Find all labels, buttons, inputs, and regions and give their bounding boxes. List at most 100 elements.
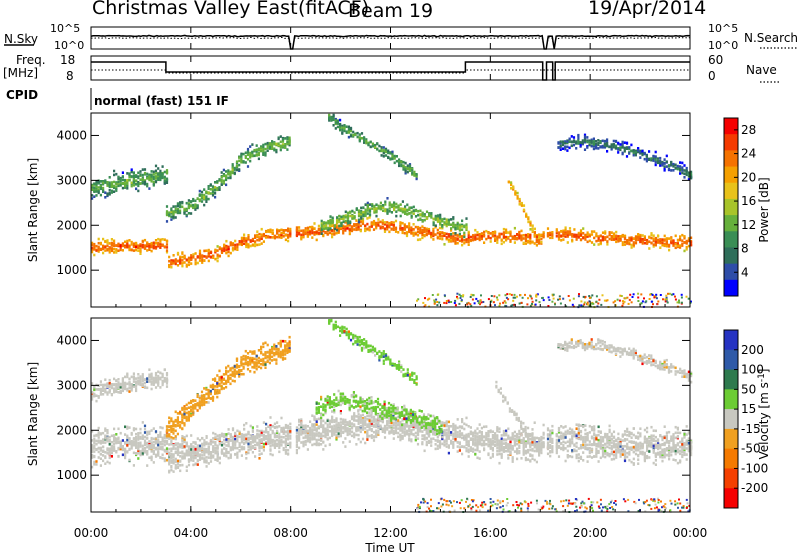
heatmap-cell bbox=[271, 444, 274, 447]
heatmap-cell bbox=[476, 233, 479, 237]
heatmap-cell bbox=[362, 210, 365, 214]
heatmap-cell bbox=[509, 230, 512, 234]
heatmap-cell bbox=[425, 229, 428, 232]
heatmap-cell bbox=[225, 183, 228, 187]
heatmap-cell bbox=[377, 417, 380, 421]
heatmap-cell bbox=[344, 228, 347, 231]
heatmap-cell bbox=[295, 451, 298, 455]
heatmap-cell bbox=[260, 146, 263, 150]
heatmap-cell bbox=[139, 173, 142, 176]
heatmap-cell bbox=[238, 435, 241, 439]
heatmap-cell bbox=[626, 239, 629, 242]
heatmap-cell bbox=[408, 224, 411, 228]
heatmap-cell bbox=[403, 227, 406, 231]
heatmap-cell bbox=[289, 428, 292, 431]
heatmap-cell bbox=[306, 429, 309, 433]
heatmap-cell bbox=[524, 242, 527, 245]
heatmap-cell bbox=[135, 443, 138, 446]
heatmap-cell bbox=[403, 424, 406, 427]
heatmap-cell bbox=[383, 221, 387, 224]
heatmap-cell bbox=[128, 239, 131, 242]
heatmap-cell bbox=[247, 432, 250, 436]
heatmap-cell bbox=[592, 137, 595, 141]
heatmap-cell bbox=[137, 249, 140, 252]
heatmap-cell bbox=[128, 442, 131, 446]
heatmap-cell bbox=[207, 185, 210, 188]
heatmap-cell bbox=[216, 438, 219, 441]
heatmap-cell bbox=[357, 214, 361, 218]
heatmap-cell bbox=[225, 452, 228, 455]
heatmap-cell bbox=[359, 421, 362, 424]
heatmap-cell bbox=[417, 209, 420, 213]
heatmap-cell bbox=[99, 439, 102, 443]
heatmap-cell bbox=[516, 237, 519, 240]
heatmap-cell bbox=[313, 432, 316, 435]
heatmap-cell bbox=[393, 161, 396, 165]
heatmap-cell bbox=[91, 248, 94, 251]
heatmap-cell bbox=[273, 422, 276, 426]
heatmap-cell bbox=[203, 460, 206, 464]
heatmap-cell bbox=[216, 180, 219, 183]
heatmap-cell bbox=[220, 171, 223, 174]
heatmap-cell bbox=[399, 226, 402, 230]
heatmap-cell bbox=[229, 446, 232, 449]
noise-tick-top-right: 10^5 bbox=[708, 22, 738, 35]
heatmap-cell bbox=[257, 157, 260, 161]
heatmap-cell bbox=[579, 233, 583, 236]
heatmap-cell bbox=[661, 162, 664, 165]
heatmap-cell bbox=[203, 450, 206, 453]
heatmap-cell bbox=[338, 215, 341, 218]
heatmap-cell bbox=[205, 441, 208, 444]
heatmap-cell bbox=[278, 440, 281, 443]
heatmap-cell bbox=[179, 209, 182, 213]
heatmap-cell bbox=[337, 435, 340, 438]
heatmap-cell bbox=[665, 165, 668, 168]
heatmap-cell bbox=[377, 426, 380, 430]
heatmap-cell bbox=[104, 181, 107, 184]
heatmap-cell bbox=[225, 433, 228, 436]
heatmap-cell bbox=[661, 241, 664, 245]
heatmap-cell bbox=[404, 171, 407, 175]
heatmap-cell bbox=[586, 146, 589, 149]
heatmap-cell bbox=[687, 178, 690, 181]
heatmap-cell bbox=[572, 140, 576, 144]
heatmap-cell bbox=[651, 293, 654, 296]
heatmap-cell bbox=[533, 231, 536, 234]
heatmap-cell bbox=[353, 414, 356, 417]
heatmap-cell bbox=[586, 303, 589, 306]
heatmap-cell bbox=[289, 422, 292, 426]
heatmap-cell bbox=[141, 444, 144, 448]
heatmap-cell bbox=[106, 244, 109, 247]
heatmap-cell bbox=[399, 426, 402, 430]
heatmap-cell bbox=[104, 451, 107, 454]
heatmap-cell bbox=[663, 162, 666, 165]
heatmap-cell bbox=[666, 301, 669, 304]
heatmap-cell bbox=[172, 470, 175, 473]
heatmap-cell bbox=[344, 427, 347, 430]
heatmap-cell bbox=[659, 246, 662, 249]
heatmap-cell bbox=[280, 438, 283, 442]
heatmap-cell bbox=[526, 303, 529, 306]
heatmap-cell bbox=[276, 235, 279, 239]
heatmap-cell bbox=[331, 223, 334, 226]
heatmap-cell bbox=[439, 219, 442, 223]
heatmap-cell bbox=[251, 446, 254, 450]
heatmap-cell bbox=[524, 293, 526, 296]
heatmap-cell bbox=[97, 426, 100, 430]
heatmap-cell bbox=[287, 432, 290, 435]
heatmap-cell bbox=[357, 226, 360, 229]
heatmap-cell bbox=[518, 199, 521, 203]
heatmap-cell bbox=[416, 238, 420, 242]
heatmap-cell bbox=[551, 234, 554, 238]
heatmap-cell bbox=[229, 241, 232, 244]
heatmap-cell bbox=[383, 425, 387, 429]
heatmap-cell bbox=[91, 194, 94, 197]
heatmap-cell bbox=[212, 456, 215, 459]
heatmap-cell bbox=[220, 452, 224, 455]
heatmap-cell bbox=[595, 146, 598, 150]
heatmap-cell bbox=[371, 204, 374, 208]
heatmap-cell bbox=[355, 427, 358, 431]
heatmap-cell bbox=[91, 430, 94, 433]
heatmap-cell bbox=[388, 424, 391, 428]
heatmap-cell bbox=[106, 248, 109, 252]
